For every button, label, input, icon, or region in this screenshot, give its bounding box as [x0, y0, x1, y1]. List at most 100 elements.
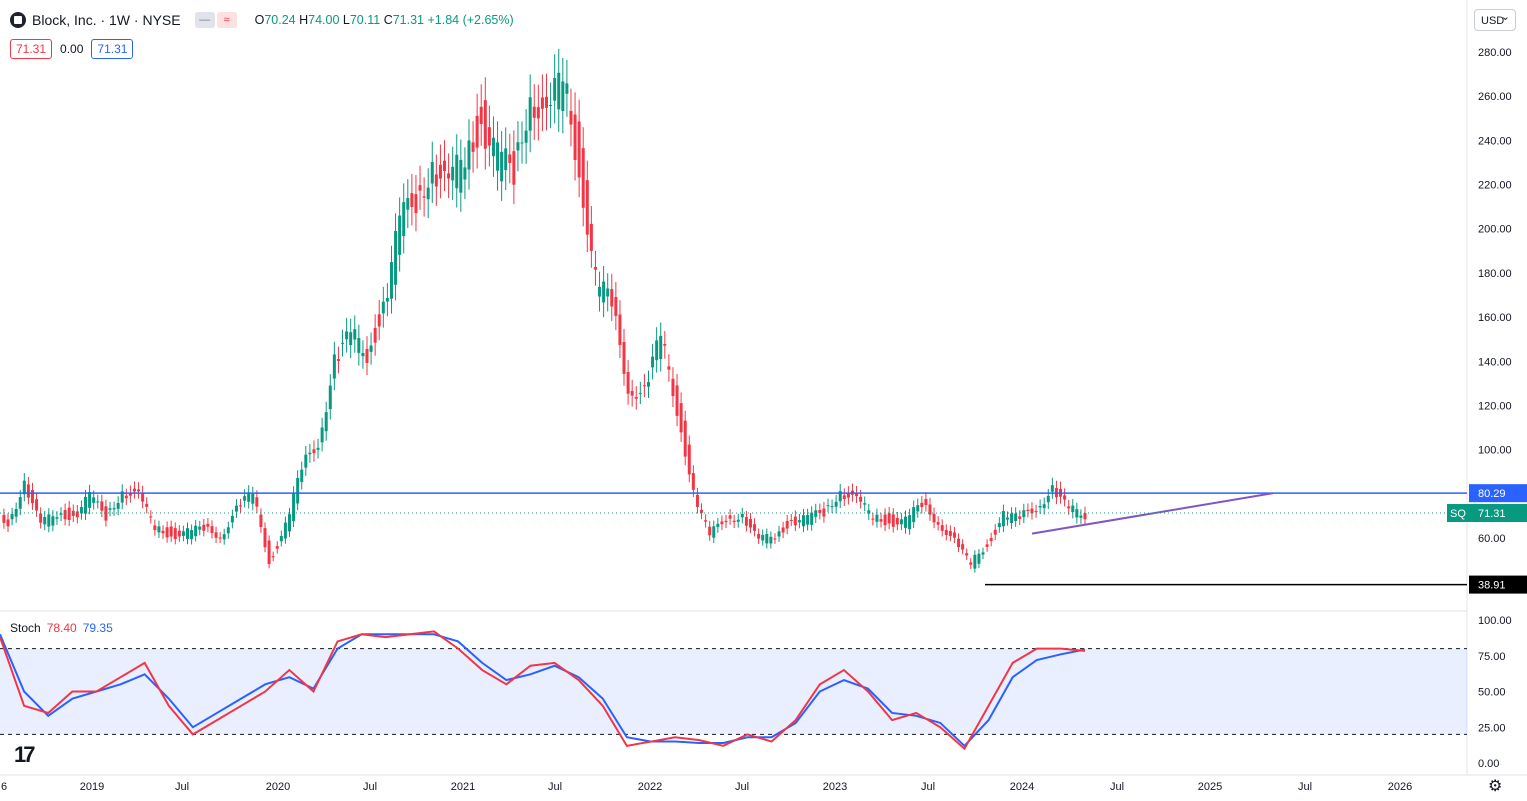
candle-body	[18, 497, 22, 509]
candle-body	[1046, 495, 1050, 503]
stoch-name[interactable]: Stoch	[10, 621, 41, 635]
chart-style-pill[interactable]: — ≈	[194, 12, 237, 28]
stoch-tick-label: 75.00	[1478, 651, 1506, 663]
candle-body	[222, 534, 226, 540]
candle-body	[361, 353, 365, 357]
candle-body	[63, 509, 67, 520]
candle-body	[732, 520, 736, 523]
candle-body	[292, 493, 296, 522]
candle-body	[145, 503, 149, 507]
currency-select[interactable]: USD	[1474, 6, 1516, 31]
candle-body	[341, 342, 345, 344]
candle-body	[977, 553, 981, 564]
candle-body	[524, 130, 528, 143]
candle-body	[1067, 506, 1071, 509]
candle-body	[618, 314, 622, 346]
support-price-tag	[1469, 575, 1527, 594]
candle-body	[177, 530, 181, 537]
candle-body	[1063, 495, 1067, 500]
candle-body	[598, 286, 602, 297]
candle-body	[210, 526, 214, 533]
candle-body	[153, 525, 157, 531]
wave-icon[interactable]: ≈	[216, 12, 237, 28]
candle-body	[422, 196, 426, 198]
candle-body	[128, 492, 132, 496]
candle-body	[952, 532, 956, 538]
candle-body	[263, 528, 267, 548]
settings-gear-icon[interactable]: ⚙	[1488, 778, 1503, 795]
candle-body	[965, 553, 969, 556]
candle-body	[353, 329, 357, 340]
candle-body	[1034, 511, 1038, 513]
tradingview-logo-icon[interactable]: 17	[14, 742, 36, 767]
candle-body	[508, 154, 512, 163]
price-tick-label: 120.00	[1478, 400, 1512, 412]
candle-body	[708, 526, 712, 536]
candle-body	[728, 515, 732, 519]
candle-body	[1038, 506, 1042, 508]
candle-body	[936, 522, 940, 525]
price-tick-label: 220.00	[1478, 180, 1512, 192]
candle-body	[308, 452, 312, 455]
candle-body	[691, 473, 695, 490]
candle-body	[479, 106, 483, 124]
candle-body	[879, 519, 883, 522]
time-tick-label: Jul	[921, 781, 935, 793]
candle-body	[267, 540, 271, 565]
candle-body	[842, 495, 846, 500]
time-tick-label: Jul	[1298, 781, 1312, 793]
candle-body	[345, 331, 349, 340]
candle-body	[838, 491, 842, 502]
candle-body	[157, 526, 161, 533]
candle-body	[418, 185, 422, 191]
price-tick-label: 100.00	[1478, 445, 1512, 457]
candle-body	[1014, 513, 1018, 521]
symbol-title[interactable]: Block, Inc. · 1W · NYSE	[32, 12, 181, 28]
candle-body	[194, 525, 198, 537]
candle-body	[71, 510, 75, 516]
candle-body	[651, 356, 655, 368]
candle-body	[51, 516, 55, 526]
candle-body	[875, 514, 879, 522]
candle-body	[336, 359, 340, 362]
last-price-tag	[1469, 504, 1527, 523]
candle-body	[104, 506, 108, 521]
candle-body	[35, 499, 39, 511]
candle-body	[593, 266, 597, 270]
candle-body	[585, 180, 589, 235]
candle-body	[516, 142, 520, 151]
candle-body	[634, 396, 638, 399]
candle-body	[1050, 485, 1054, 492]
candle-body	[520, 142, 524, 144]
candle-body	[744, 517, 748, 526]
candle-body	[169, 526, 173, 537]
candle-body	[740, 513, 744, 518]
candle-body	[1083, 513, 1087, 520]
candle-body	[402, 202, 406, 237]
candle-body	[724, 520, 728, 523]
minus-icon[interactable]: —	[194, 12, 215, 28]
candle-body	[944, 529, 948, 536]
candle-body	[899, 519, 903, 525]
candle-body	[43, 516, 47, 525]
candle-body	[1026, 509, 1030, 512]
candle-body	[855, 493, 859, 497]
candle-body	[642, 385, 646, 387]
symbol-label: SQ	[1450, 508, 1466, 520]
candle-body	[826, 505, 830, 507]
candle-body	[830, 506, 834, 508]
candle-body	[863, 503, 867, 505]
candle-body	[822, 508, 826, 517]
candle-body	[226, 527, 230, 534]
candle-body	[602, 281, 606, 303]
candle-body	[165, 527, 169, 538]
block-logo-icon	[10, 12, 26, 28]
candle-body	[100, 501, 104, 511]
ohlc-values: O70.24 H74.00 L70.11 C71.31 +1.84 (+2.65…	[254, 13, 514, 27]
candle-body	[720, 521, 724, 525]
stoch-tick-label: 100.00	[1478, 615, 1512, 627]
time-tick-label: 2025	[1198, 781, 1222, 793]
price-tick-label: 180.00	[1478, 268, 1512, 280]
